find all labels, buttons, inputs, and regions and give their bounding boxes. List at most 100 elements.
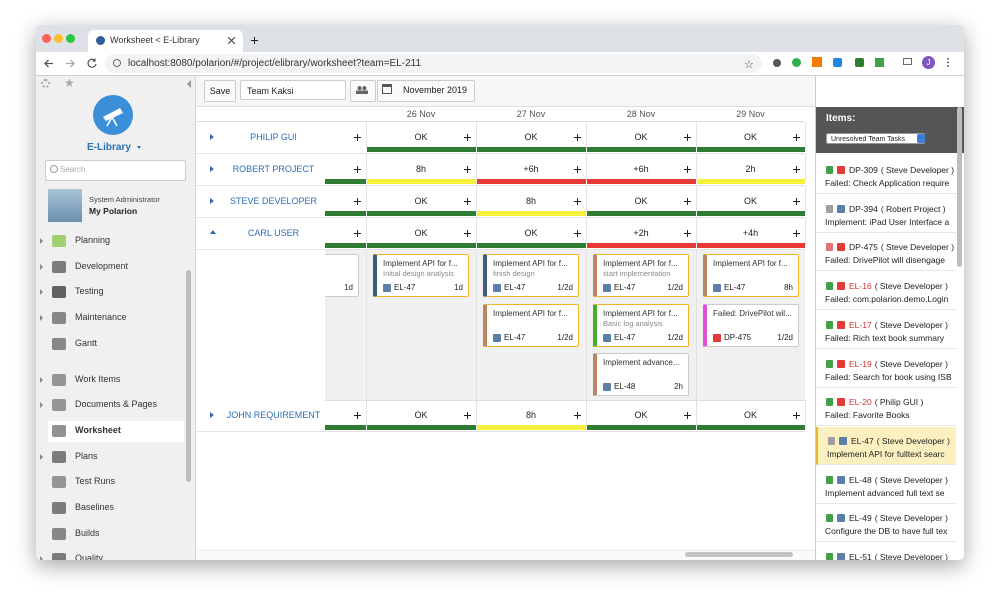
- nav-item[interactable]: Plans: [75, 450, 98, 461]
- nav-item[interactable]: Worksheet: [75, 424, 121, 435]
- nav-item[interactable]: Work Items: [75, 373, 121, 384]
- work-item[interactable]: EL-16( Steve Developer ) Failed: com.pola…: [816, 272, 956, 311]
- add-button[interactable]: [574, 230, 581, 237]
- add-button[interactable]: [464, 230, 471, 237]
- card-id[interactable]: EL-47: [504, 332, 526, 342]
- cell-load[interactable]: +2h: [633, 228, 649, 238]
- card-id[interactable]: EL-47: [724, 283, 746, 292]
- add-button[interactable]: [793, 134, 800, 141]
- item-id[interactable]: EL-20: [849, 397, 872, 408]
- cell-load[interactable]: +4h: [742, 228, 759, 238]
- user-link[interactable]: My Polarion: [89, 206, 138, 216]
- cell-load[interactable]: OK: [634, 196, 648, 206]
- cell-load[interactable]: OK: [524, 228, 538, 238]
- cell-load[interactable]: +6h: [633, 164, 649, 174]
- filter-arrow[interactable]: [917, 134, 925, 143]
- row-name[interactable]: STEVE DEVELOPER: [229, 196, 318, 206]
- work-item[interactable]: EL-17( Steve Developer ) Failed: Rich tex…: [816, 310, 956, 349]
- add-button[interactable]: [354, 166, 361, 173]
- add-button[interactable]: [793, 412, 800, 419]
- work-item[interactable]: EL-48( Steve Developer ) Implement advanc…: [816, 465, 956, 504]
- cast-icon[interactable]: [903, 58, 912, 65]
- favorites-icon[interactable]: ★: [64, 76, 75, 90]
- card-id[interactable]: DP-475: [724, 332, 752, 342]
- work-item[interactable]: EL-49( Steve Developer ) Configure the DB…: [816, 504, 956, 543]
- expand-row[interactable]: [210, 198, 214, 204]
- row-name[interactable]: ROBERT PROJECT: [232, 164, 315, 174]
- item-id[interactable]: EL-51: [849, 552, 872, 560]
- cell-load[interactable]: OK: [524, 132, 538, 142]
- item-id[interactable]: EL-47: [851, 435, 874, 446]
- sidebar-scrollbar[interactable]: [186, 270, 191, 482]
- work-item[interactable]: DP-309( Steve Developer ) Failed: Check A…: [816, 156, 956, 194]
- expand-row[interactable]: [210, 134, 214, 140]
- month-picker[interactable]: [377, 80, 475, 102]
- add-button[interactable]: [354, 230, 361, 237]
- nav-item[interactable]: Documents & Pages: [75, 399, 158, 410]
- card-id[interactable]: EL-47: [614, 332, 636, 342]
- item-id[interactable]: EL-49: [849, 513, 872, 524]
- extension[interactable]: [812, 57, 822, 67]
- cell-load[interactable]: OK: [743, 410, 757, 420]
- task-card[interactable]: Implement API for f... EL-47 1/2d: [483, 303, 579, 347]
- task-card[interactable]: Implement API for f... finish design EL-47…: [483, 254, 579, 297]
- add-button[interactable]: [574, 198, 581, 205]
- row-name[interactable]: PHILIP GUI: [250, 132, 297, 142]
- cell-load[interactable]: OK: [414, 132, 428, 142]
- extension[interactable]: [833, 58, 842, 67]
- cell-load[interactable]: 8h: [415, 164, 426, 174]
- cell-load[interactable]: OK: [634, 410, 648, 420]
- work-item[interactable]: EL-19( Steve Developer ) Failed: Search f…: [816, 349, 956, 388]
- item-id[interactable]: DP-309: [849, 165, 878, 175]
- cell-load[interactable]: OK: [743, 132, 757, 142]
- profile-avatar[interactable]: J: [922, 56, 935, 69]
- add-button[interactable]: [574, 134, 581, 141]
- work-item[interactable]: EL-20( Philip GUI ) Failed: Favorite Book…: [816, 388, 956, 427]
- card-id[interactable]: EL-47: [504, 283, 526, 292]
- cell-load[interactable]: OK: [414, 410, 428, 420]
- extension[interactable]: [792, 58, 801, 67]
- nav-expand[interactable]: [40, 376, 43, 383]
- add-button[interactable]: [574, 412, 581, 419]
- item-id[interactable]: EL-16: [849, 281, 872, 292]
- nav-expand[interactable]: [40, 263, 43, 270]
- item-id[interactable]: EL-48: [849, 474, 872, 485]
- extension[interactable]: [773, 59, 781, 67]
- nav-expand[interactable]: [40, 556, 43, 560]
- cell-load[interactable]: 8h: [525, 196, 536, 206]
- add-button[interactable]: [684, 134, 691, 141]
- zoom-button[interactable]: [66, 34, 75, 43]
- nav-item[interactable]: Planning: [75, 235, 111, 245]
- nav-item[interactable]: Maintenance: [75, 312, 127, 323]
- work-item[interactable]: EL-51( Steve Developer ): [816, 543, 956, 560]
- save-button[interactable]: Save: [204, 80, 236, 102]
- item-id[interactable]: EL-19: [849, 358, 872, 369]
- add-button[interactable]: [684, 412, 691, 419]
- nav-item[interactable]: Development: [75, 260, 129, 271]
- cell-load[interactable]: +6h: [523, 164, 539, 174]
- item-id[interactable]: DP-394: [849, 203, 878, 214]
- items-filter[interactable]: Unresolved Team Tasks: [826, 133, 925, 144]
- add-button[interactable]: [354, 412, 361, 419]
- add-button[interactable]: [793, 166, 800, 173]
- extension[interactable]: [855, 58, 864, 67]
- task-card[interactable]: Implement API for f... EL-47 8h: [703, 254, 799, 297]
- card-id[interactable]: EL-47: [614, 283, 636, 292]
- task-card[interactable]: Implement API for f... Basic log analysis…: [593, 303, 689, 347]
- settings-icon[interactable]: [41, 79, 50, 88]
- add-button[interactable]: [684, 166, 691, 173]
- cell-load[interactable]: 8h: [525, 410, 536, 420]
- nav-expand[interactable]: [40, 289, 43, 296]
- item-id[interactable]: EL-17: [849, 319, 872, 330]
- nav-buttons[interactable]: [44, 58, 104, 69]
- task-card[interactable]: Implement API for f... start implementati…: [593, 254, 689, 297]
- add-button[interactable]: [354, 198, 361, 205]
- task-card[interactable]: Implement advance... EL-48 2h: [593, 353, 689, 396]
- items-scrollbar[interactable]: [957, 107, 962, 267]
- tab[interactable]: [88, 30, 243, 52]
- url-field[interactable]: [105, 54, 762, 73]
- search-field[interactable]: [45, 160, 186, 181]
- cell-load[interactable]: OK: [743, 196, 757, 206]
- add-button[interactable]: [684, 198, 691, 205]
- add-button[interactable]: [464, 198, 471, 205]
